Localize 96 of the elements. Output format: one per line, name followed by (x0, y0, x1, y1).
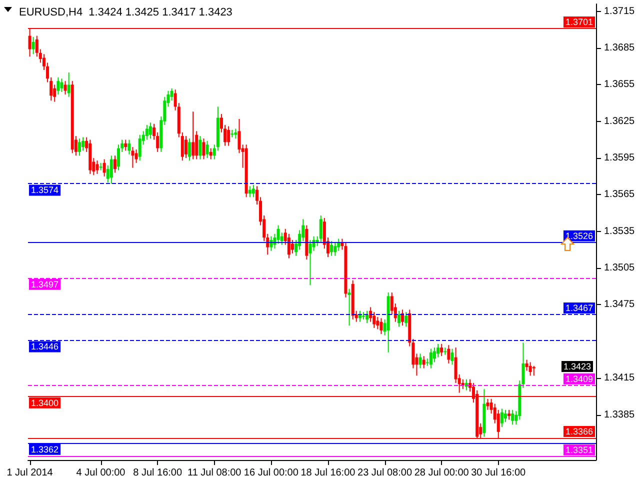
candlestick (64, 80, 67, 95)
candlestick (376, 316, 380, 330)
candlestick (124, 139, 128, 152)
candlestick (99, 162, 102, 171)
x-tick-label: 8 Jul 16:00 (133, 468, 182, 478)
y-tick-label: 1.3625 (604, 116, 636, 127)
candlestick (429, 348, 432, 369)
candlestick (486, 398, 490, 410)
candlestick (508, 409, 511, 420)
candlestick (202, 138, 206, 160)
ref-line-label: 1.3446 (31, 342, 59, 352)
candlestick (96, 160, 99, 174)
y-tick-label: 1.3715 (604, 6, 636, 17)
candlestick (319, 214, 322, 243)
x-tick-label: 16 Jul 00:00 (244, 468, 299, 478)
candlestick (192, 111, 195, 160)
ref-line-label: 1.3574 (31, 185, 59, 196)
candlestick (444, 347, 447, 356)
candlestick (102, 158, 106, 177)
ref-line-label: 1.3467 (565, 303, 593, 314)
candlestick (78, 138, 81, 156)
candlestick (422, 356, 426, 369)
y-tick-label: 1.3475 (604, 299, 636, 310)
x-tick-label: 4 Jul 00:00 (76, 468, 126, 478)
ref-line-label: 1.3366 (565, 426, 593, 436)
y-tick-label: 1.3655 (604, 79, 636, 90)
candlestick (436, 343, 440, 358)
candlestick (248, 186, 252, 198)
candlestick (138, 134, 142, 161)
candlestick (447, 344, 450, 364)
candlestick (188, 138, 192, 161)
ref-line-label: 1.3701 (565, 16, 593, 27)
y-tick-label: 1.3385 (604, 409, 636, 420)
candlestick (450, 348, 454, 366)
candlestick (418, 353, 422, 369)
x-tick-label: 1 Jul 2014 (6, 468, 54, 478)
annotation: 1.3423 (563, 362, 592, 372)
candlestick (67, 72, 70, 98)
candlestick (334, 242, 337, 256)
candlestick (362, 312, 365, 320)
candlestick (230, 129, 234, 138)
candlestick (348, 288, 351, 326)
candlestick (532, 365, 536, 376)
candlestick (252, 184, 255, 198)
x-tick-label: 18 Jul 16:00 (300, 468, 356, 478)
x-tick-label: 30 Jul 16:00 (471, 468, 526, 478)
candlestick (287, 233, 290, 259)
candlestick (198, 136, 202, 160)
ref-line-label: 1.3497 (31, 279, 59, 290)
candlestick (504, 409, 507, 423)
ref-line-label: 1.3362 (31, 444, 59, 454)
candlestick (227, 126, 230, 146)
candlestick (380, 318, 383, 335)
ref-line-label: 1.3409 (565, 374, 593, 384)
candlestick (528, 362, 532, 376)
candlestick (82, 136, 85, 152)
candlestick (206, 140, 209, 159)
ref-line-label: 1.3526 (565, 230, 593, 241)
candlestick (440, 343, 444, 357)
candlestick (330, 240, 334, 256)
y-tick-label: 1.3505 (604, 262, 636, 274)
y-tick-label: 1.3415 (604, 372, 636, 384)
y-tick-label: 1.3535 (604, 226, 636, 237)
x-tick-label: 11 Jul 08:00 (188, 468, 242, 478)
y-tick-label: 1.3565 (604, 189, 636, 200)
ref-line-label: 1.3400 (31, 398, 59, 408)
candlestick (113, 155, 116, 174)
candlestick (500, 408, 504, 428)
candlestick (290, 239, 294, 254)
candlestick (238, 118, 241, 154)
candlestick (145, 124, 148, 140)
y-tick-label: 1.3595 (604, 152, 636, 164)
x-tick-label: 28 Jul 00:00 (414, 468, 470, 478)
candlestick (276, 224, 280, 244)
candlestick (366, 310, 369, 324)
candlestick (525, 359, 528, 372)
candlestick (134, 148, 138, 164)
candlestick (110, 155, 113, 184)
candlestick (308, 239, 312, 286)
ref-line-label: 1.3351 (565, 444, 593, 455)
candlestick (234, 128, 238, 139)
candlestick (184, 136, 188, 159)
candlestick (397, 310, 400, 328)
candlestick (32, 36, 35, 55)
candlestick (60, 78, 64, 93)
chart-title: EURUSD,H4 1.3424 1.3425 1.3417 1.3423 (19, 6, 232, 18)
candlestick (170, 88, 174, 102)
candlestick (131, 146, 134, 168)
candlestick (404, 312, 408, 328)
candlestick (209, 148, 212, 160)
candlestick (148, 122, 152, 139)
candlestick (128, 139, 131, 155)
y-tick-label: 1.3685 (604, 42, 636, 54)
x-tick-label: 23 Jul 08:00 (358, 468, 412, 478)
candlestick (511, 409, 514, 426)
candlestick (56, 76, 60, 95)
